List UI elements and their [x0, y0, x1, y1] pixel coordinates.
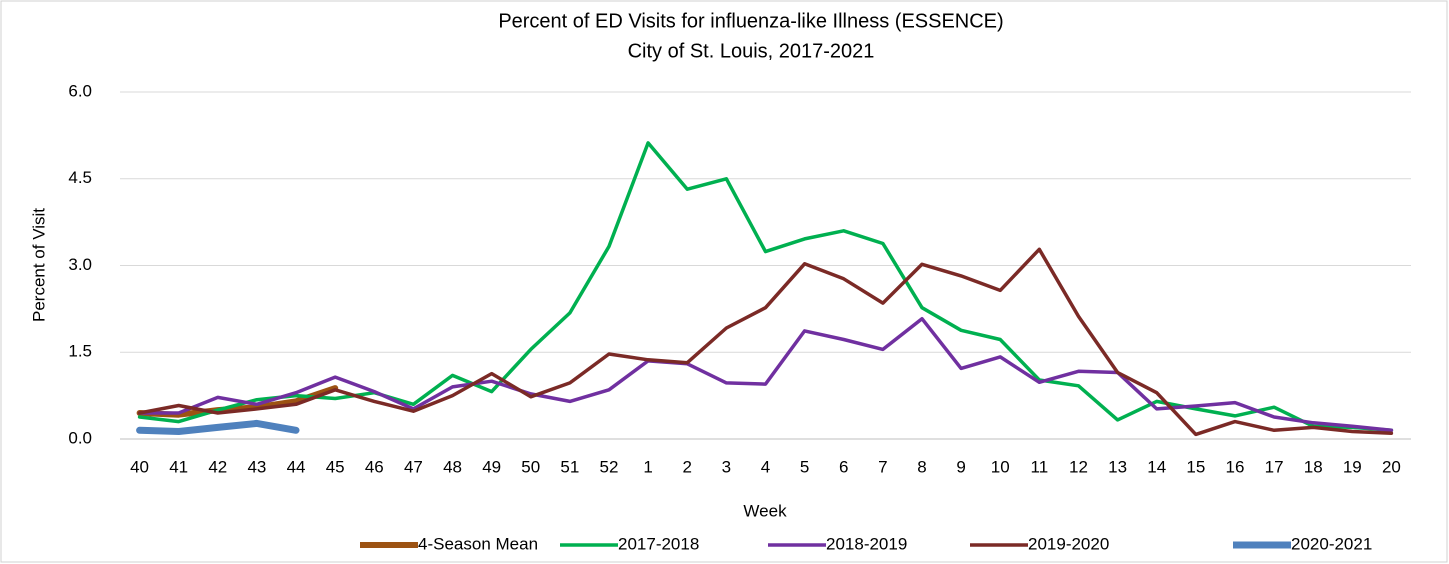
x-tick-label: 6: [839, 457, 848, 476]
x-tick-label: 13: [1108, 457, 1127, 476]
x-tick-label: 20: [1382, 457, 1401, 476]
x-tick-label: 12: [1069, 457, 1088, 476]
legend-label: 4-Season Mean: [418, 534, 538, 553]
x-tick-label: 3: [722, 457, 731, 476]
x-tick-label: 16: [1225, 457, 1244, 476]
x-tick-label: 1: [643, 457, 652, 476]
x-axis-label: Week: [743, 501, 787, 520]
x-tick-label: 47: [404, 457, 423, 476]
x-tick-label: 46: [365, 457, 384, 476]
x-tick-label: 42: [208, 457, 227, 476]
x-tick-label: 44: [287, 457, 306, 476]
x-tick-label: 11: [1031, 457, 1049, 476]
legend-label: 2018-2019: [826, 534, 907, 553]
legend-label: 2017-2018: [618, 534, 699, 553]
x-tick-label: 45: [326, 457, 345, 476]
x-tick-label: 43: [247, 457, 266, 476]
x-tick-label: 14: [1147, 457, 1166, 476]
y-tick-label: 6.0: [68, 81, 92, 100]
x-tick-label: 9: [956, 457, 965, 476]
series-line: [137, 316, 1394, 433]
chart-subtitle: City of St. Louis, 2017-2021: [628, 40, 875, 62]
x-tick-label: 52: [600, 457, 619, 476]
x-tick-label: 4: [761, 457, 770, 476]
y-axis-label: Percent of Visit: [29, 208, 48, 322]
series-line: [137, 247, 1394, 437]
y-tick-label: 4.5: [68, 168, 92, 187]
x-tick-label: 17: [1265, 457, 1284, 476]
x-tick-label: 40: [130, 457, 149, 476]
x-tick-label: 50: [521, 457, 540, 476]
x-tick-label: 49: [482, 457, 501, 476]
x-tick-label: 10: [991, 457, 1010, 476]
legend-label: 2019-2020: [1028, 534, 1109, 553]
y-tick-label: 1.5: [68, 342, 92, 361]
y-tick-label: 0.0: [68, 428, 92, 447]
chart-title: Percent of ED Visits for influenza-like …: [498, 10, 1003, 32]
series-line: [136, 419, 300, 435]
x-tick-label: 51: [560, 457, 579, 476]
y-tick-label: 3.0: [68, 255, 92, 274]
x-tick-label: 41: [169, 457, 188, 476]
legend-label: 2020-2021: [1291, 534, 1372, 553]
x-tick-label: 18: [1304, 457, 1323, 476]
x-tick-label: 15: [1186, 457, 1205, 476]
x-tick-label: 19: [1343, 457, 1362, 476]
x-tick-label: 7: [878, 457, 887, 476]
x-tick-label: 2: [683, 457, 692, 476]
x-tick-label: 48: [443, 457, 462, 476]
x-tick-label: 5: [800, 457, 809, 476]
x-tick-label: 8: [917, 457, 926, 476]
